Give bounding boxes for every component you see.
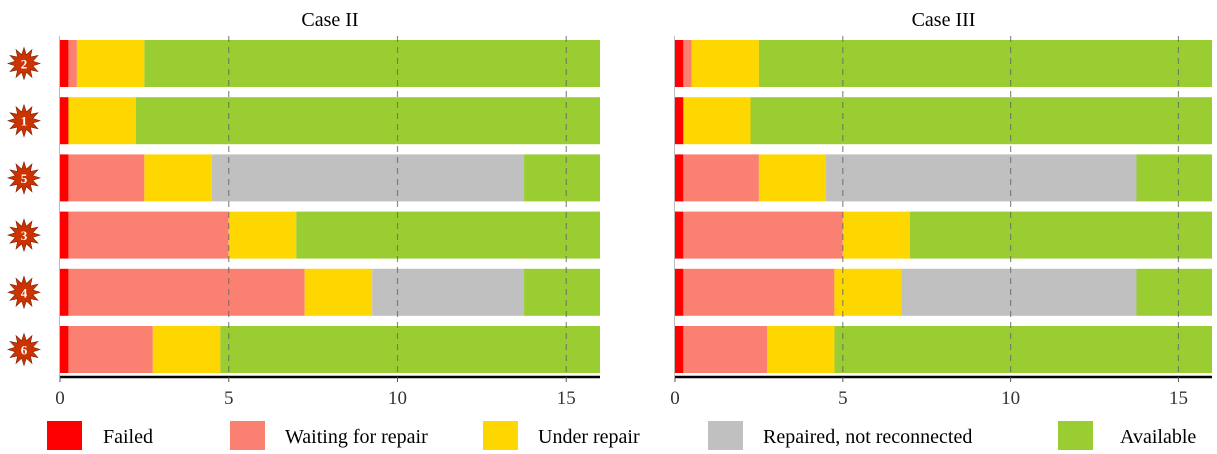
legend-label-under-repair: Under repair	[538, 426, 640, 448]
row-badge-icon	[7, 160, 41, 195]
bar-segment-failed	[60, 154, 69, 202]
bar-segment-failed	[60, 97, 69, 145]
bar-segment-available	[524, 268, 600, 316]
bar-segment-waiting-for-repair	[68, 211, 229, 259]
bar-segment-failed	[675, 154, 684, 202]
bar-segment-available	[524, 154, 600, 202]
bar-segment-available	[834, 326, 1212, 373]
bar-segment-under-repair	[842, 211, 910, 259]
x-tick-label: 15	[1169, 388, 1188, 409]
bar-segment-under-repair	[228, 211, 297, 259]
x-tick-label: 5	[224, 388, 234, 409]
row-label: 6	[21, 343, 28, 358]
bar-segment-failed	[675, 326, 684, 373]
bar-segment-waiting-for-repair	[68, 40, 77, 87]
row-badge-icon	[7, 275, 41, 310]
bar-segment-failed	[675, 97, 684, 145]
legend-label-repaired-not-reconnected: Repaired, not reconnected	[763, 426, 972, 448]
legend-swatch-available	[1058, 421, 1093, 450]
legend-label-waiting-for-repair: Waiting for repair	[285, 426, 428, 448]
legend-swatch-repaired-not-reconnected	[708, 421, 743, 450]
bar-segment-under-repair	[76, 40, 145, 87]
bar-segment-under-repair	[767, 326, 835, 373]
bar-segment-repaired-not-reconnected	[372, 268, 525, 316]
bar-segment-waiting-for-repair	[683, 211, 843, 259]
bar-segment-under-repair	[68, 97, 136, 145]
x-tick-label: 10	[388, 388, 407, 409]
bar-segment-failed	[675, 268, 684, 316]
bar-segment-available	[144, 40, 600, 87]
bar-segment-available	[758, 40, 1212, 87]
bar-segment-under-repair	[758, 154, 827, 202]
bar-segment-failed	[675, 40, 684, 87]
bar-segment-repaired-not-reconnected	[826, 154, 1137, 202]
row-label: 5	[21, 171, 28, 186]
legend-swatch-under-repair	[483, 421, 518, 450]
bar-segment-failed	[675, 211, 684, 259]
bar-segment-failed	[60, 40, 69, 87]
bar-segment-under-repair	[691, 40, 759, 87]
row-label: 3	[21, 228, 28, 243]
bar-segment-available	[750, 97, 1212, 145]
bar-segment-available	[1136, 154, 1212, 202]
bar-segment-available	[135, 97, 600, 145]
row-badge-icon	[7, 332, 41, 367]
legend-label-available: Available	[1120, 426, 1196, 448]
bar-segment-repaired-not-reconnected	[211, 154, 525, 202]
x-tick-label: 0	[55, 388, 65, 409]
x-tick-label: 5	[838, 388, 848, 409]
bar-segment-under-repair	[152, 326, 221, 373]
bar-segment-waiting-for-repair	[68, 268, 305, 316]
bar-segment-failed	[60, 268, 69, 316]
bar-segment-available	[909, 211, 1212, 259]
chart-panel: Case III 0 5 10 15	[670, 9, 1212, 409]
row-badge-icon	[7, 46, 41, 81]
bar-segment-waiting-for-repair	[683, 326, 768, 373]
x-tick-label: 0	[670, 388, 680, 409]
x-tick-label: 10	[1001, 388, 1020, 409]
bar-segment-available	[220, 326, 600, 373]
panel-title: Case II	[301, 9, 358, 31]
bar-segment-under-repair	[304, 268, 373, 316]
x-tick-label: 15	[557, 388, 576, 409]
bar-segment-waiting-for-repair	[68, 326, 153, 373]
bar-segment-waiting-for-repair	[683, 154, 759, 202]
bar-segment-available	[1136, 268, 1212, 316]
legend: Failed Waiting for repair Under repair Repa…	[47, 421, 1196, 450]
bar-segment-repaired-not-reconnected	[901, 268, 1137, 316]
legend-swatch-failed	[47, 421, 82, 450]
legend-label-failed: Failed	[103, 426, 153, 448]
row-badge-icon	[7, 218, 41, 253]
bar-segment-available	[296, 211, 600, 259]
bar-segment-waiting-for-repair	[683, 40, 692, 87]
bar-segment-under-repair	[683, 97, 751, 145]
panel-title: Case III	[912, 9, 976, 31]
bar-segment-failed	[60, 326, 69, 373]
row-label: 4	[21, 285, 28, 300]
bar-segment-waiting-for-repair	[683, 268, 835, 316]
row-label: 1	[21, 114, 28, 129]
row-badge-icon	[7, 103, 41, 138]
legend-swatch-waiting-for-repair	[230, 421, 265, 450]
row-label: 2	[21, 57, 28, 72]
bar-segment-under-repair	[144, 154, 212, 202]
bar-segment-waiting-for-repair	[68, 154, 145, 202]
bar-segment-under-repair	[834, 268, 902, 316]
bar-segment-failed	[60, 211, 69, 259]
